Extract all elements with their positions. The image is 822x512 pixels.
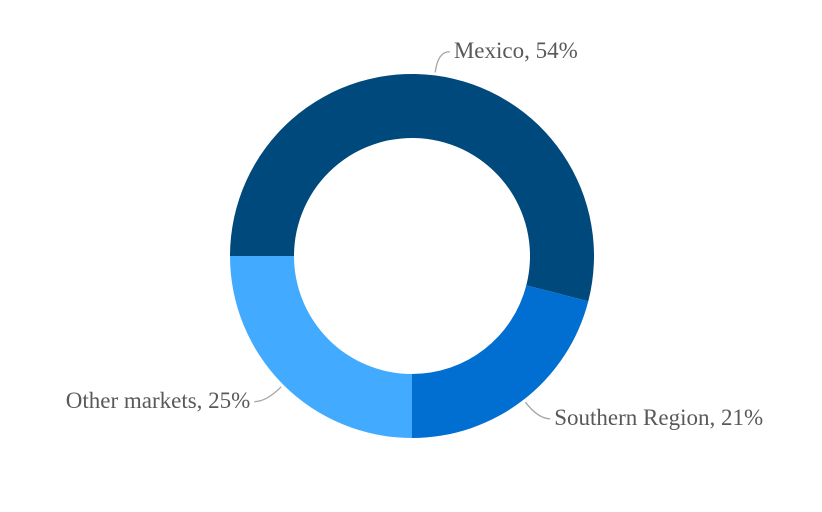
leader-line <box>254 386 282 403</box>
donut-segment <box>412 285 589 439</box>
leader-line <box>524 401 551 420</box>
data-label: Mexico, 54% <box>454 38 578 63</box>
donut-segment <box>230 74 594 302</box>
data-label: Other markets, 25% <box>66 388 251 413</box>
donut-segment <box>230 256 412 438</box>
leader-line <box>434 50 450 73</box>
data-label: Southern Region, 21% <box>554 405 763 430</box>
